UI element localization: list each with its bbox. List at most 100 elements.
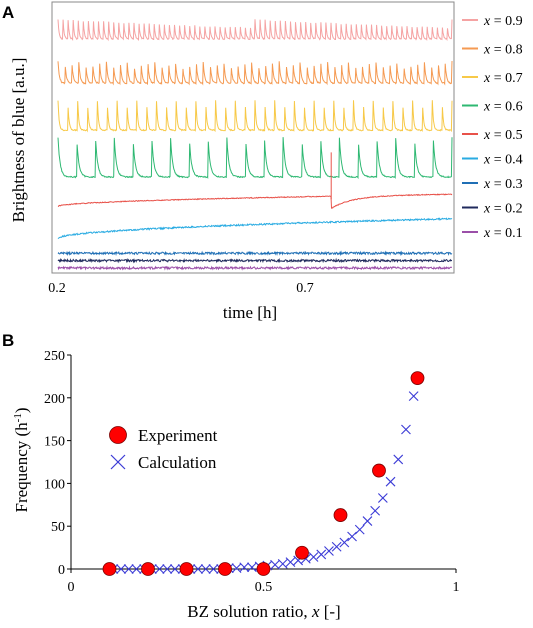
calculation-point [131,564,142,574]
panel-b-xtick-label: 1 [453,580,460,595]
legend-label: x = 0.6 [483,100,523,115]
panel-b-ytick-label: 0 [58,563,65,578]
calculation-point-stroke [231,563,242,574]
calculation-point-stroke [385,476,396,487]
panel-a-xlabel: time [h] [223,303,277,322]
calculation-point [370,505,381,516]
legend-label: x = 0.1 [483,226,523,241]
panel-a-plot-area [51,1,455,274]
panel-a-label: A [2,3,14,22]
experiment-point [256,562,271,576]
experiment-point [218,562,232,576]
calculation-point [154,564,165,574]
calculation-point [231,563,242,574]
series-line-0.7 [57,100,453,133]
calculation-point-stroke [377,493,388,503]
calculation-point [324,546,334,556]
calculation-point [123,564,134,574]
calculation-point-stroke [285,557,296,568]
panel-b-xtick-label: 0.5 [255,580,273,595]
panel-a-xtick-0: 0.2 [48,281,66,296]
calculation-point [277,558,288,569]
experiment-point [141,562,155,576]
legend-label: x = 0.2 [483,202,523,217]
panel-b-xtick-label: 0 [68,580,75,595]
panel-b-experiment-series [102,371,425,576]
calculation-point-stroke [370,505,381,516]
calculation-point-stroke [247,562,257,573]
calculation-point [116,564,126,574]
calculation-point-stroke [162,564,173,574]
legend-label: x = 0.9 [483,14,523,29]
experiment-point [333,508,348,522]
panel-b-ytick-label: 150 [44,435,65,450]
calculation-point [208,564,219,574]
calculation-point [339,537,350,548]
series-line-0.5 [57,193,453,209]
series-line-0.1 [57,265,452,271]
calculation-point [393,454,404,465]
series-line-0.6 [57,137,453,180]
calculation-point [347,531,357,542]
calculation-point-stroke [393,454,404,465]
calculation-point-stroke [347,531,357,542]
calculation-point [331,541,342,552]
calculation-point [377,493,388,503]
calculation-point [385,476,396,487]
calculation-point [401,424,411,435]
calculation-point [170,564,180,574]
panel-b-ylabel: Frequency (h-1) [12,407,31,512]
calculation-point-stroke [131,564,142,574]
calculation-point [239,562,250,573]
calculation-point-stroke [308,552,319,562]
panel-b-xlabel: BZ solution ratio, x [-] [187,602,340,621]
calculation-point-stroke [354,524,365,535]
experiment-point [102,562,117,576]
panel-b-ytick-label: 50 [51,520,65,535]
panel-b-label: B [2,331,14,350]
calculation-point [162,564,173,574]
calculation-point [408,391,419,401]
legend-experiment-label: Experiment [138,426,218,445]
calculation-point-stroke [270,559,280,570]
series-line-0.2 [57,257,452,264]
calculation-point-stroke [239,562,250,573]
calculation-point-stroke [208,564,219,574]
calculation-point [270,559,280,570]
calculation-point [316,549,327,560]
panel-b-ytick-label: 100 [44,477,65,492]
legend-label: x = 0.4 [483,153,523,168]
panel-a-ylabel: Brightness of blue [a.u.] [9,58,28,223]
calculation-point [308,552,319,562]
calculation-point-stroke [324,546,334,556]
calculation-point-stroke [300,553,311,564]
experiment-point [295,545,309,560]
experiment-point [372,463,386,478]
legend-label: x = 0.3 [483,177,523,192]
calculation-point-stroke [408,391,419,401]
panel-a-frame [51,1,455,274]
panel-b-calculation-series [108,391,419,574]
series-line-0.9 [57,19,453,42]
calculation-point-stroke [339,537,350,548]
series-line-0.4 [57,217,453,240]
calculation-point-stroke [170,564,180,574]
calculation-point-stroke [116,564,126,574]
calculation-point [193,564,203,574]
experiment-point [179,562,194,576]
calculation-point [200,564,211,574]
calculation-point-stroke [277,558,288,569]
calculation-point-stroke [362,516,373,526]
legend-label: x = 0.8 [483,43,523,58]
panel-b-legend: Experiment Calculation [109,426,218,472]
calculation-point-stroke [331,541,342,552]
calculation-point-stroke [401,424,411,435]
calculation-point [247,562,257,573]
calculation-point-stroke [154,564,165,574]
series-line-0.8 [57,60,453,86]
panel-a-series-group [57,19,453,271]
calculation-point-stroke [193,564,203,574]
calculation-point-stroke [200,564,211,574]
legend-label: x = 0.7 [483,71,523,86]
